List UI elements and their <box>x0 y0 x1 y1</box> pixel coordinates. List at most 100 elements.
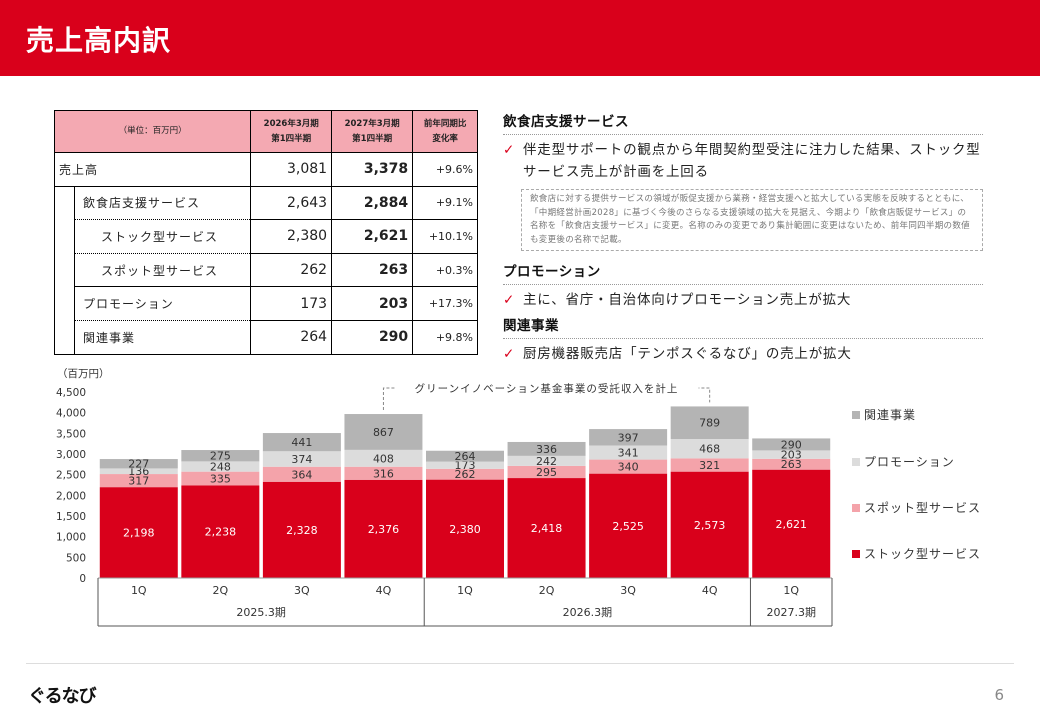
bar-segment <box>426 461 504 469</box>
y-tick-label: 2,000 <box>56 490 86 502</box>
cur-period-header: 2027年3月期 第1四半期 <box>331 110 414 153</box>
row-prev: 262 <box>250 252 333 288</box>
x-tick-label: 3Q <box>294 584 310 597</box>
bar-segment <box>262 433 341 452</box>
period-group-label: 2025.3期 <box>236 606 286 619</box>
bar-value-label: 264 <box>455 450 476 463</box>
prev-period-header: 2026年3月期 第1四半期 <box>250 110 333 153</box>
company-logo: ぐるなび <box>28 686 97 707</box>
bar-segment <box>181 461 260 472</box>
table-row: 飲食店支援サービス 2,643 2,884 +9.1% <box>53 185 478 221</box>
table-row: プロモーション 173 203 +17.3% <box>53 286 478 321</box>
row-prev: 2,380 <box>250 219 333 254</box>
bar-value-label: 263 <box>781 458 802 471</box>
x-tick-label: 1Q <box>783 584 799 597</box>
bar-segment <box>752 458 831 470</box>
row-label: 関連事業 <box>74 319 252 355</box>
row-prev: 2,643 <box>250 185 333 221</box>
row-cur: 203 <box>331 286 414 321</box>
row-prev: 3,081 <box>250 152 333 187</box>
bar-segment <box>507 455 586 466</box>
bar-value-label: 374 <box>291 453 312 466</box>
bar-segment <box>670 439 749 459</box>
bar-value-label: 2,418 <box>531 522 563 535</box>
bar-segment <box>262 466 341 482</box>
bar-value-label: 336 <box>536 443 557 456</box>
bar-value-label: 2,238 <box>205 526 237 539</box>
bar-value-label: 2,573 <box>694 519 726 532</box>
sales-breakdown-table: （単位：百万円） 2026年3月期 第1四半期 2027年3月期 第1四半期 前… <box>53 110 478 355</box>
unit-header: （単位：百万円） <box>53 110 252 153</box>
bar-segment <box>426 468 504 480</box>
bar-segment <box>589 459 668 474</box>
row-prev: 173 <box>250 286 333 321</box>
annotation-text: グリーンイノベーション基金事業の受託収入を計上 <box>415 382 679 395</box>
header-bar: 売上高内訳 <box>0 0 1040 76</box>
bar-value-label: 408 <box>373 452 394 465</box>
bar-segment <box>670 471 749 578</box>
bar-value-label: 290 <box>781 438 802 451</box>
y-tick-label: 1,500 <box>56 511 86 523</box>
bar-value-label: 262 <box>455 468 476 481</box>
period-group-label: 2027.3期 <box>766 606 816 619</box>
bar-value-label: 173 <box>455 459 476 472</box>
bar-value-label: 468 <box>699 443 720 456</box>
legend-swatch <box>852 457 860 466</box>
bar-value-label: 227 <box>128 458 149 471</box>
table-row: スポット型サービス 262 263 +0.3% <box>53 252 478 288</box>
bar-segment <box>752 469 831 578</box>
section-promotion: プロモーション ✓ 主に、省庁・自治体向けプロモーション売上が拡大 <box>503 260 983 311</box>
x-tick-label: 3Q <box>620 584 636 597</box>
row-cur: 2,621 <box>331 219 414 254</box>
bar-segment <box>507 478 586 578</box>
bar-value-label: 242 <box>536 455 557 468</box>
row-label: ストック型サービス <box>74 219 252 254</box>
y-tick-label: 0 <box>79 573 86 585</box>
bar-value-label: 340 <box>618 461 639 474</box>
row-label: スポット型サービス <box>74 252 252 288</box>
bar-value-label: 364 <box>291 468 312 481</box>
bullet-item: ✓ 伴走型サポートの観点から年間契約型受注に注力した結果、ストック型サービス売上… <box>503 139 983 183</box>
y-axis-unit: （百万円） <box>57 368 110 380</box>
row-cur: 2,884 <box>331 185 414 221</box>
bullet-item: ✓ 主に、省庁・自治体向けプロモーション売上が拡大 <box>503 289 983 311</box>
legend-swatch <box>852 503 860 512</box>
footer-divider <box>26 663 1014 664</box>
bar-value-label: 295 <box>536 466 557 479</box>
bar-value-label: 275 <box>210 450 231 463</box>
bar-value-label: 2,198 <box>123 527 155 540</box>
check-icon: ✓ <box>503 142 516 158</box>
note-box: 飲食店に対する提供サービスの領域が販促支援から業務・経営支援へと拡大している実態… <box>521 189 983 251</box>
section-title: 飲食店支援サービス <box>503 110 983 135</box>
bar-segment <box>99 468 178 475</box>
bar-value-label: 248 <box>210 461 231 474</box>
bar-segment <box>426 479 504 578</box>
table-header-row: （単位：百万円） 2026年3月期 第1四半期 2027年3月期 第1四半期 前… <box>53 110 478 153</box>
bar-segment <box>670 406 749 440</box>
page-title: 売上高内訳 <box>26 24 172 57</box>
change-header: 前年同期比 変化率 <box>412 110 478 153</box>
bar-segment <box>99 487 178 578</box>
bar-segment <box>181 471 260 486</box>
bar-segment <box>181 485 260 578</box>
bar-segment <box>752 438 831 451</box>
row-label: 売上高 <box>53 152 252 187</box>
y-tick-label: 2,500 <box>56 470 86 482</box>
row-chg: +0.3% <box>412 252 478 288</box>
bar-segment <box>344 414 423 450</box>
x-tick-label: 4Q <box>702 584 718 597</box>
check-icon: ✓ <box>503 346 516 362</box>
page-number: 6 <box>994 686 1004 704</box>
row-chg: +17.3% <box>412 286 478 321</box>
period-group-label: 2026.3期 <box>563 606 613 619</box>
y-tick-label: 500 <box>66 552 86 564</box>
bullet-text: 伴走型サポートの観点から年間契約型受注に注力した結果、ストック型サービス売上が計… <box>523 142 981 180</box>
row-label: プロモーション <box>74 286 252 321</box>
y-tick-label: 4,500 <box>56 387 86 399</box>
y-tick-label: 4,000 <box>56 408 86 420</box>
x-tick-label: 4Q <box>376 584 392 597</box>
bar-value-label: 136 <box>128 465 149 478</box>
legend-swatch <box>852 410 860 419</box>
bar-segment <box>99 459 178 469</box>
x-tick-label: 1Q <box>131 584 147 597</box>
